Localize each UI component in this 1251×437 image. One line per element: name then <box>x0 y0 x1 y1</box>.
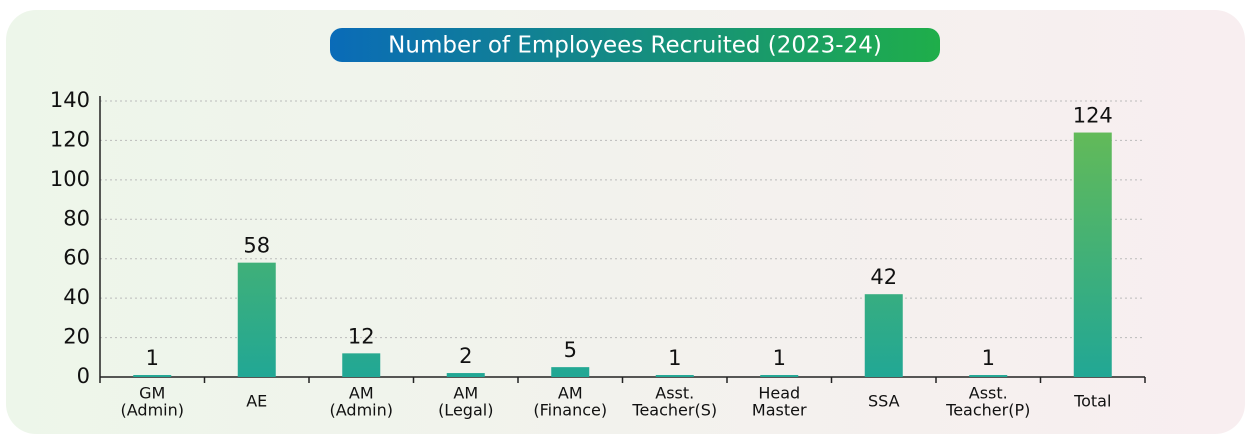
x-tick-label: AE <box>246 392 267 411</box>
bar <box>864 294 903 377</box>
x-tick-label: Asst. <box>969 384 1008 403</box>
x-tick-label: Teacher(S) <box>631 401 717 420</box>
x-tick-label: SSA <box>868 392 900 411</box>
value-label: 124 <box>1073 104 1113 128</box>
value-label: 1 <box>982 346 995 370</box>
x-tick-label: (Admin) <box>121 401 184 420</box>
x-tick-label: AM <box>349 384 374 403</box>
bar <box>760 375 799 377</box>
y-tick-label: 60 <box>63 246 90 270</box>
x-tick-label: (Admin) <box>330 401 393 420</box>
y-tick-label: 120 <box>50 127 90 151</box>
x-tick-label: Asst. <box>655 384 694 403</box>
x-tick-label: (Legal) <box>438 401 493 420</box>
x-tick-label: (Finance) <box>533 401 607 420</box>
value-label: 1 <box>146 346 159 370</box>
y-tick-label: 140 <box>50 88 90 112</box>
chart-title: Number of Employees Recruited (2023-24) <box>388 33 882 59</box>
x-tick-label: Total <box>1073 392 1111 411</box>
value-label: 42 <box>870 265 897 289</box>
bar <box>237 262 276 377</box>
value-label: 1 <box>668 346 681 370</box>
title-pill <box>330 28 940 62</box>
bar <box>342 353 381 377</box>
y-tick-label: 0 <box>77 364 90 388</box>
value-label: 1 <box>773 346 786 370</box>
bar <box>133 375 172 377</box>
y-tick-label: 100 <box>50 167 90 191</box>
y-tick-label: 40 <box>63 285 90 309</box>
value-label: 5 <box>564 338 577 362</box>
x-tick-label: Master <box>752 401 807 420</box>
x-tick-label: Head <box>758 384 800 403</box>
y-tick-label: 20 <box>63 325 90 349</box>
value-label: 12 <box>348 324 375 348</box>
value-label: 58 <box>243 234 270 258</box>
bar <box>551 367 590 377</box>
bar <box>446 373 485 377</box>
bar <box>969 375 1008 377</box>
x-tick-label: GM <box>139 384 165 403</box>
x-tick-label: AM <box>558 384 583 403</box>
y-tick-label: 80 <box>63 206 90 230</box>
card <box>6 10 1245 434</box>
bar <box>1073 132 1112 377</box>
value-label: 2 <box>459 344 472 368</box>
bar <box>655 375 694 377</box>
x-tick-label: Teacher(P) <box>945 401 1030 420</box>
x-tick-label: AM <box>453 384 478 403</box>
